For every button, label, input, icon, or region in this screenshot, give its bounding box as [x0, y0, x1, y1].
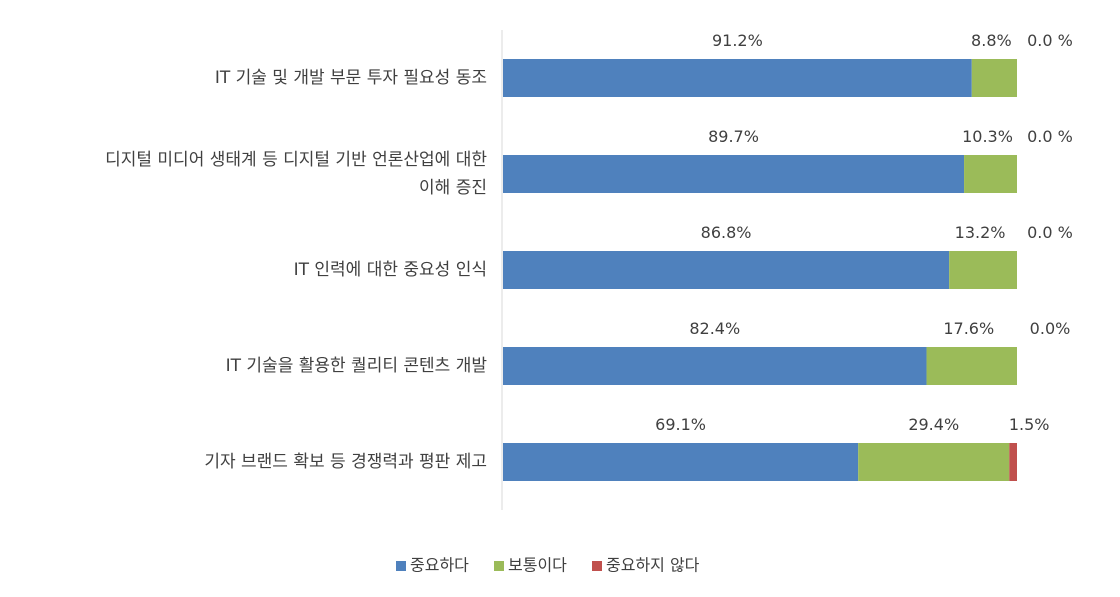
category-label: IT 인력에 대한 중요성 인식: [294, 260, 487, 280]
data-label: 0.0 %: [1027, 127, 1073, 146]
category-label: 디지털 미디어 생태계 등 디지털 기반 언론산업에 대한: [105, 150, 487, 170]
bar-segment: [503, 443, 859, 481]
legend: 중요하다 보통이다 중요하지 않다: [396, 556, 700, 575]
legend-swatch: [494, 561, 504, 571]
data-label: 82.4%: [689, 319, 740, 338]
legend-label: 중요하다: [410, 556, 469, 575]
data-label: 17.6%: [943, 319, 994, 338]
bars: [503, 59, 1017, 481]
data-label: 91.2%: [712, 31, 763, 50]
data-label: 8.8%: [971, 31, 1012, 50]
legend-label: 보통이다: [508, 556, 567, 575]
data-label: 29.4%: [908, 415, 959, 434]
data-label: 0.0 %: [1027, 31, 1073, 50]
legend-swatch: [592, 561, 602, 571]
category-label: 이해 증진: [419, 178, 487, 198]
bar-segment: [503, 347, 927, 385]
data-label: 0.0 %: [1027, 223, 1073, 242]
bar-segment: [503, 59, 972, 97]
bar-segment: [964, 155, 1017, 193]
legend-label: 중요하지 않다: [606, 556, 700, 575]
bar-segment: [503, 155, 965, 193]
bar-segment: [971, 59, 1017, 97]
bar-segment: [503, 251, 950, 289]
category-label: IT 기술 및 개발 부문 투자 필요성 동조: [215, 68, 487, 88]
category-label: 기자 브랜드 확보 등 경쟁력과 평판 제고: [204, 452, 487, 472]
data-label: 89.7%: [708, 127, 759, 146]
data-label: 69.1%: [655, 415, 706, 434]
data-label: 1.5%: [1009, 415, 1050, 434]
data-label: 13.2%: [955, 223, 1006, 242]
bar-segment: [858, 443, 1010, 481]
data-label: 0.0%: [1030, 319, 1071, 338]
data-label: 86.8%: [701, 223, 752, 242]
data-label: 10.3%: [962, 127, 1013, 146]
category-label: IT 기술을 활용한 퀄리티 콘텐츠 개발: [226, 356, 488, 376]
bar-segment: [949, 251, 1017, 289]
bar-segment: [926, 347, 1017, 385]
legend-swatch: [396, 561, 406, 571]
bar-segment: [1009, 443, 1017, 481]
data-labels: 91.2% 8.8% 0.0 % 89.7% 10.3% 0.0 % 86.8% 13.2% 0…: [655, 31, 1073, 434]
